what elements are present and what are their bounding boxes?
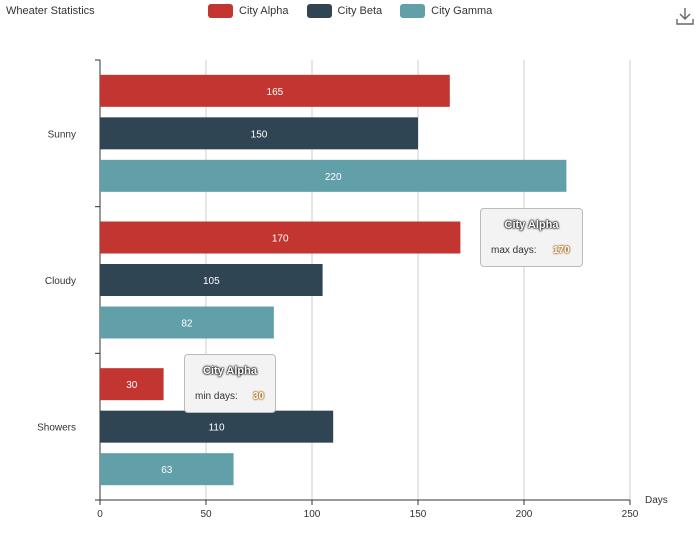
bar [100, 368, 164, 401]
download-icon [676, 8, 694, 25]
legend: City Alpha City Beta City Gamma [208, 4, 492, 18]
bar [100, 410, 334, 443]
bar [100, 453, 234, 486]
legend-swatch-city-beta [306, 4, 332, 18]
x-tick-label: 200 [516, 509, 533, 520]
chart-title: Wheater Statistics [6, 5, 95, 17]
y-category-label: Showers [37, 423, 76, 434]
tooltip-min-value: 30 [253, 391, 265, 402]
bar-value-label: 82 [181, 319, 193, 330]
legend-label-city-beta: City Beta [337, 5, 383, 17]
bar [100, 74, 450, 107]
tooltip-min-label: min days: [195, 391, 238, 402]
x-tick-label: 0 [97, 509, 103, 520]
bar [100, 159, 567, 192]
x-tick-label: 100 [304, 509, 321, 520]
legend-swatch-city-alpha [208, 4, 233, 18]
x-tick-label: 150 [410, 509, 427, 520]
bar-value-label: 150 [251, 129, 268, 140]
y-category-label: Cloudy [45, 276, 76, 287]
bar [100, 264, 323, 296]
bar [100, 117, 418, 150]
legend-item-city-beta[interactable]: City Beta [306, 4, 383, 18]
tooltip-max-series: City Alpha [504, 219, 559, 231]
x-tick-label: 50 [200, 509, 212, 520]
bar-value-label: 165 [267, 87, 284, 98]
x-tick-label: 250 [622, 509, 639, 520]
download-button[interactable] [675, 6, 695, 26]
bar-value-label: 110 [209, 423, 225, 434]
bar-value-label: 105 [203, 276, 220, 287]
legend-label-city-alpha: City Alpha [239, 5, 289, 17]
bar-value-label: 170 [272, 234, 289, 245]
x-axis-label: Days [645, 495, 668, 506]
bar [100, 306, 274, 339]
bar-value-label: 63 [161, 465, 173, 476]
bar [100, 221, 461, 254]
tooltip-min: City Alpha min days: 30 [184, 354, 276, 413]
legend-item-city-gamma[interactable]: City Gamma [400, 4, 492, 18]
legend-label-city-gamma: City Gamma [431, 5, 493, 17]
tooltip-min-series: City Alpha [203, 365, 257, 377]
tooltip-max: City Alpha max days: 170 [480, 208, 583, 267]
bar-value-label: 220 [325, 172, 342, 183]
legend-swatch-city-gamma [400, 4, 426, 18]
tooltip-max-value: 170 [553, 245, 570, 256]
tooltip-max-label: max days: [491, 245, 537, 256]
y-category-label: Sunny [48, 129, 76, 140]
bar-value-label: 30 [126, 380, 138, 391]
legend-item-city-alpha[interactable]: City Alpha [208, 4, 289, 18]
